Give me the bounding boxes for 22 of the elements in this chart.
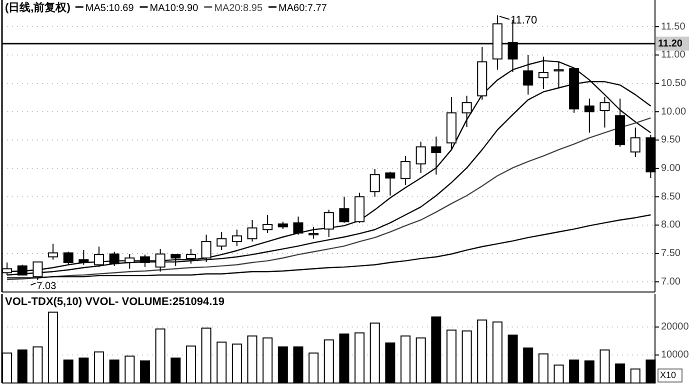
legend-label: MA20:8.95 [214, 3, 263, 14]
ref-line-label: 11.20 [658, 38, 683, 50]
legend-label: MA5:10.69 [85, 3, 134, 14]
y-tick-label: 8.00 [661, 220, 681, 231]
y-tick-label: 10000 [661, 350, 690, 361]
legend-label: MA10:9.90 [150, 3, 199, 14]
y-tick-label: 10.50 [661, 78, 686, 89]
annotation: 7.03 [36, 281, 57, 292]
annotation: 11.70 [510, 14, 538, 26]
y-tick-label: 9.00 [661, 163, 681, 174]
y-tick-label: 9.50 [661, 134, 681, 146]
legend-label: MA60:7.77 [278, 3, 328, 14]
y-tick-label: 10.00 [661, 106, 686, 118]
y-tick-label: 7.50 [661, 248, 681, 260]
y-tick-label: 7.00 [661, 276, 681, 288]
text: X10 [660, 370, 676, 380]
chart-title: (日线,前复权) [5, 1, 71, 14]
y-tick-label: 20000 [661, 322, 690, 333]
y-tick-label: 11.50 [661, 21, 686, 32]
chart-title: VOL-TDX(5,10) VVOL- VOLUME:251094.19 [5, 296, 224, 308]
y-tick-label: 11.00 [661, 50, 686, 61]
y-tick-label: 8.50 [661, 191, 681, 202]
